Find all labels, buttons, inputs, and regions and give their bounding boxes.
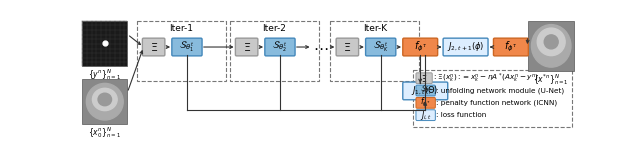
FancyBboxPatch shape — [403, 38, 438, 56]
Text: $f_{\phi^\tau}$: $f_{\phi^\tau}$ — [504, 40, 518, 54]
Bar — [83, 21, 127, 66]
Ellipse shape — [544, 35, 558, 49]
FancyBboxPatch shape — [416, 85, 435, 96]
Text: $f_{\phi^\tau}$: $f_{\phi^\tau}$ — [413, 40, 427, 54]
Bar — [136, 21, 226, 81]
Text: : unfolding network module (U-Net): : unfolding network module (U-Net) — [436, 87, 564, 94]
Text: $\{y^n\}_{n=1}^N$: $\{y^n\}_{n=1}^N$ — [88, 67, 122, 82]
FancyBboxPatch shape — [236, 38, 258, 56]
Text: : loss function: : loss function — [436, 112, 487, 118]
Text: $\Xi$: $\Xi$ — [421, 73, 427, 84]
Ellipse shape — [537, 28, 565, 56]
Text: $\{x^{*n}\}_{n=1}^N$: $\{x^{*n}\}_{n=1}^N$ — [533, 72, 569, 87]
Ellipse shape — [86, 83, 124, 120]
Text: Iter-2: Iter-2 — [262, 24, 286, 33]
Text: $f_{\phi^\tau}$: $f_{\phi^\tau}$ — [420, 96, 431, 109]
FancyBboxPatch shape — [142, 38, 165, 56]
Bar — [528, 21, 575, 71]
Text: $\mathcal{S}_{\theta_1^t}$: $\mathcal{S}_{\theta_1^t}$ — [179, 40, 195, 54]
FancyBboxPatch shape — [403, 82, 448, 100]
Bar — [230, 21, 319, 81]
Text: : penalty function network (ICNN): : penalty function network (ICNN) — [436, 100, 557, 106]
Text: $J_{2,t+1}(\phi)$: $J_{2,t+1}(\phi)$ — [447, 41, 484, 53]
Text: Iter-K: Iter-K — [363, 24, 387, 33]
Ellipse shape — [98, 93, 111, 106]
FancyBboxPatch shape — [365, 38, 396, 56]
FancyBboxPatch shape — [265, 38, 295, 56]
FancyBboxPatch shape — [336, 38, 358, 56]
FancyBboxPatch shape — [493, 38, 529, 56]
FancyBboxPatch shape — [416, 73, 432, 84]
Bar — [413, 70, 572, 127]
Ellipse shape — [531, 25, 571, 67]
Bar — [83, 79, 127, 124]
Bar — [330, 21, 419, 81]
Ellipse shape — [92, 88, 117, 111]
Text: Iter-1: Iter-1 — [169, 24, 193, 33]
Text: : $\Xi(x_k^n):= x_k^n - \eta A^*(Ax_k^n - y^n)$: : $\Xi(x_k^n):= x_k^n - \eta A^*(Ax_k^n … — [433, 71, 539, 85]
Text: $\Xi$: $\Xi$ — [243, 41, 251, 53]
FancyBboxPatch shape — [416, 97, 435, 108]
Text: $\Xi$: $\Xi$ — [343, 41, 351, 53]
FancyBboxPatch shape — [416, 110, 435, 121]
FancyBboxPatch shape — [443, 38, 488, 56]
Text: $\mathcal{S}_{\theta_K^t}$: $\mathcal{S}_{\theta_K^t}$ — [372, 40, 388, 54]
FancyBboxPatch shape — [172, 38, 202, 56]
Text: $\{x_0^n\}_{n=1}^N$: $\{x_0^n\}_{n=1}^N$ — [88, 126, 122, 140]
Text: $\cdots$: $\cdots$ — [312, 40, 328, 54]
Text: $J_{i,t}$: $J_{i,t}$ — [420, 109, 431, 122]
Text: $J_{1,t}(\Theta)$: $J_{1,t}(\Theta)$ — [412, 85, 439, 97]
Text: $\mathcal{S}_{\theta_i^t}$: $\mathcal{S}_{\theta_i^t}$ — [419, 84, 432, 97]
Text: $\mathcal{S}_{\theta_2^t}$: $\mathcal{S}_{\theta_2^t}$ — [273, 40, 287, 54]
Text: $\Xi$: $\Xi$ — [150, 41, 157, 53]
